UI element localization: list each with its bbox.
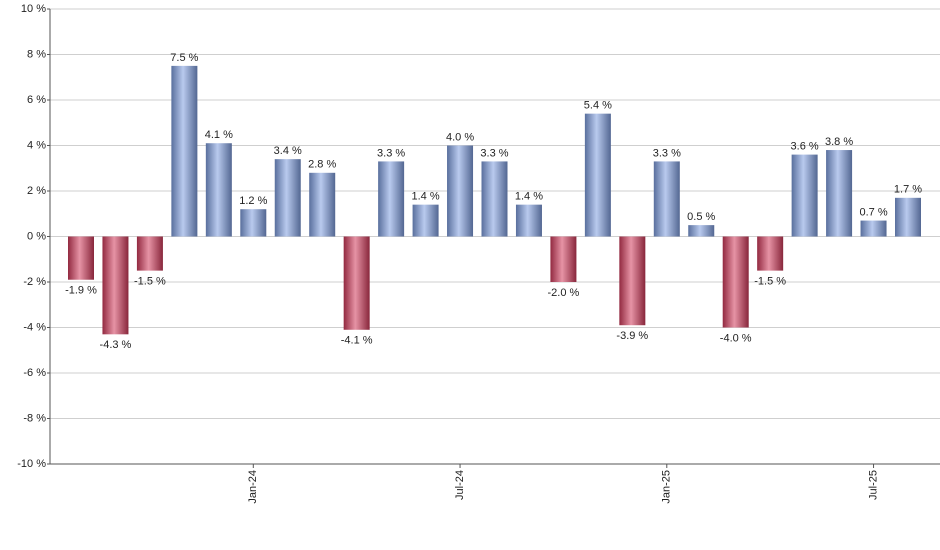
- value-label: 5.4 %: [584, 100, 612, 112]
- bar: [481, 161, 508, 237]
- value-label: -4.1 %: [341, 335, 373, 347]
- bar: [171, 65, 198, 237]
- value-label: 3.3 %: [480, 147, 508, 159]
- bar: [378, 161, 405, 237]
- y-tick-label: 4 %: [27, 139, 46, 151]
- value-label: -4.3 %: [100, 339, 132, 351]
- bar: [860, 220, 887, 237]
- value-label: 3.4 %: [274, 145, 302, 157]
- value-label: -3.9 %: [616, 330, 648, 342]
- bar: [102, 236, 129, 335]
- value-label: 0.5 %: [687, 211, 715, 223]
- y-tick-label: 10 %: [21, 3, 46, 15]
- y-tick-label: 2 %: [27, 185, 46, 197]
- value-label: 1.4 %: [412, 191, 440, 203]
- y-tick-label: -2 %: [23, 276, 46, 288]
- y-tick-label: 6 %: [27, 94, 46, 106]
- bar: [791, 154, 818, 237]
- bar: [722, 236, 749, 328]
- value-label: -4.0 %: [720, 332, 752, 344]
- value-label: 3.3 %: [377, 147, 405, 159]
- value-label: 0.7 %: [859, 206, 887, 218]
- y-tick-label: -6 %: [23, 367, 46, 379]
- value-label: 7.5 %: [170, 52, 198, 64]
- bar: [757, 236, 784, 271]
- bar: [826, 150, 853, 237]
- x-tick-label: Jul-25: [867, 470, 879, 500]
- value-label: -1.5 %: [754, 276, 786, 288]
- x-tick-label: Jan-25: [661, 470, 673, 504]
- bar: [412, 204, 439, 237]
- bar: [447, 145, 474, 237]
- bar: [274, 159, 301, 237]
- bar: [68, 236, 94, 280]
- bar: [619, 236, 646, 326]
- bar: [343, 236, 370, 330]
- value-label: -1.5 %: [134, 276, 166, 288]
- bar: [136, 236, 163, 271]
- value-label: 4.1 %: [205, 129, 233, 141]
- value-label: 2.8 %: [308, 159, 336, 171]
- value-label: 4.0 %: [446, 131, 474, 143]
- bar: [895, 197, 921, 237]
- value-label: -2.0 %: [548, 287, 580, 299]
- value-label: 3.8 %: [825, 136, 853, 148]
- x-tick-label: Jan-24: [247, 470, 259, 504]
- value-label: 3.3 %: [653, 147, 681, 159]
- bar: [584, 113, 611, 237]
- x-tick-label: Jul-24: [454, 470, 466, 500]
- bar: [653, 161, 680, 237]
- bar: [205, 143, 232, 237]
- bar: [240, 209, 267, 237]
- value-label: 1.7 %: [894, 184, 922, 196]
- y-tick-label: 0 %: [27, 230, 46, 242]
- value-label: -1.9 %: [65, 285, 97, 297]
- y-tick-label: 8 %: [27, 48, 46, 60]
- y-tick-label: -8 %: [23, 412, 46, 424]
- y-tick-label: -4 %: [23, 321, 46, 333]
- value-label: 3.6 %: [791, 141, 819, 153]
- value-label: 1.2 %: [239, 195, 267, 207]
- bar: [309, 172, 336, 237]
- bar: [550, 236, 577, 282]
- bar: [688, 225, 715, 237]
- y-tick-label: -10 %: [17, 458, 46, 470]
- value-label: 1.4 %: [515, 191, 543, 203]
- bar: [515, 204, 542, 237]
